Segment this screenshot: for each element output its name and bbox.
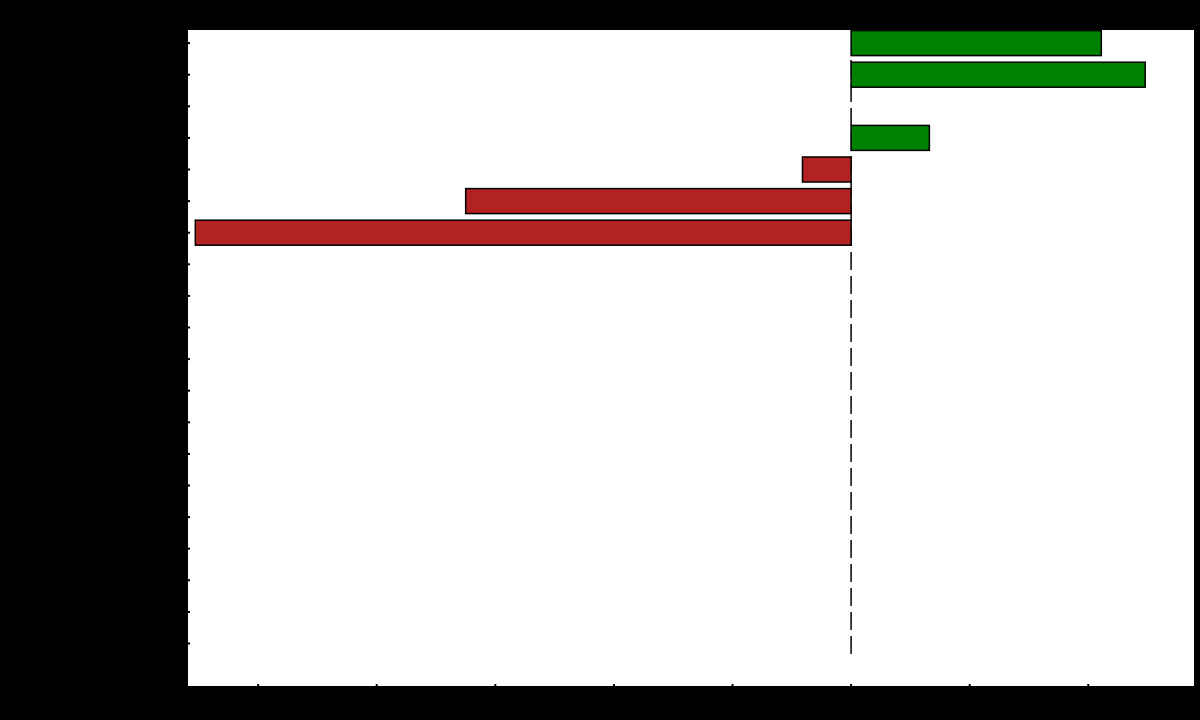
bar bbox=[850, 61, 1146, 88]
bars-group bbox=[194, 29, 1146, 246]
plot-background bbox=[187, 29, 1195, 687]
bar bbox=[194, 219, 852, 246]
plot-frame bbox=[186, 28, 1196, 688]
bar bbox=[850, 29, 1103, 57]
bar bbox=[464, 187, 852, 215]
bar bbox=[801, 156, 852, 183]
bar bbox=[850, 124, 931, 152]
